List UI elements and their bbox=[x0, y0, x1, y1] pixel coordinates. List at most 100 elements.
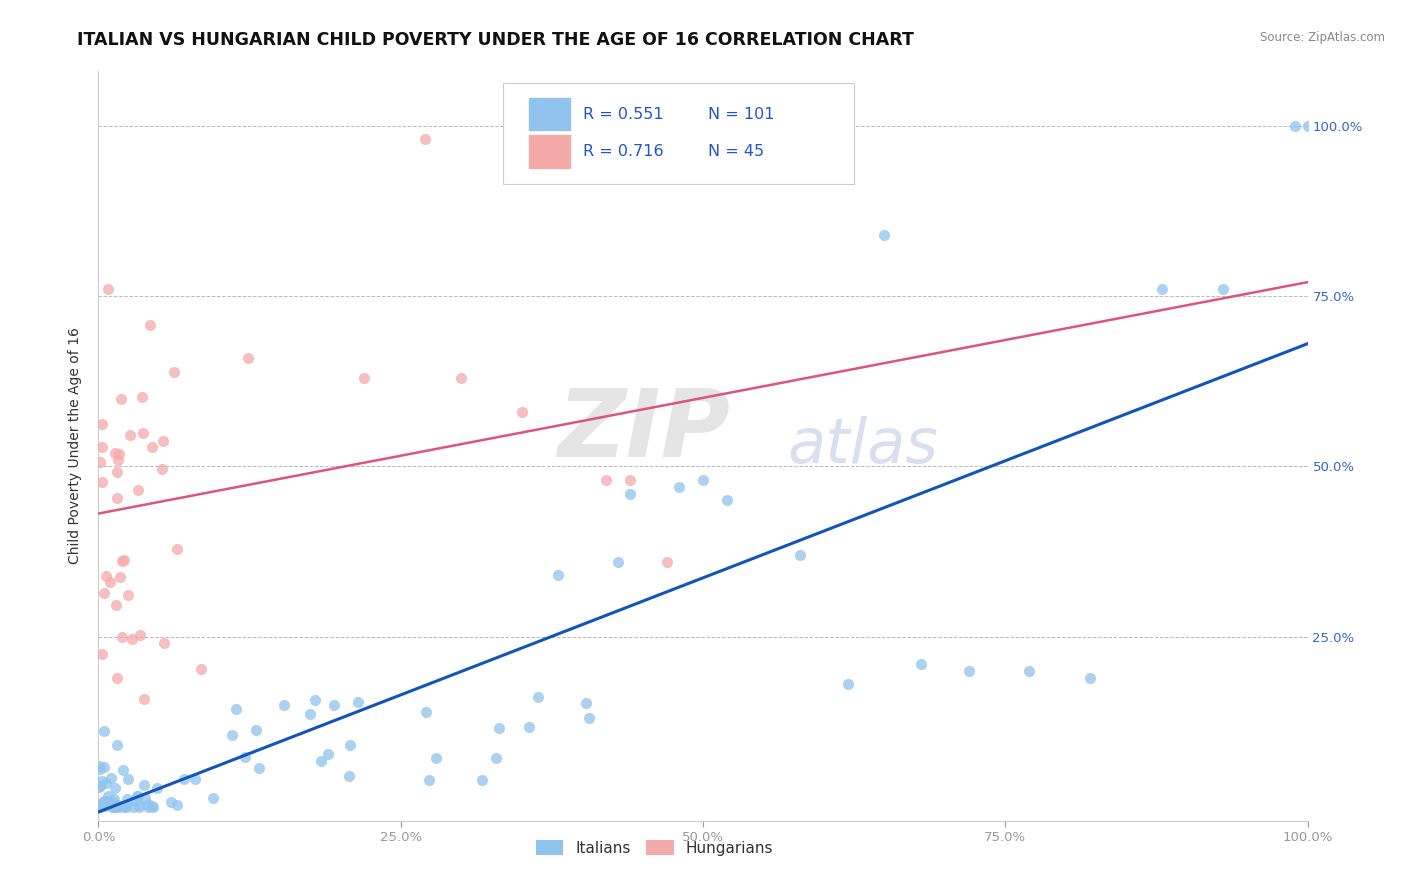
Point bbox=[233, 750, 256, 764]
Point bbox=[957, 664, 980, 678]
Point bbox=[91, 475, 114, 489]
Point bbox=[127, 483, 149, 497]
Point bbox=[304, 693, 326, 707]
FancyBboxPatch shape bbox=[527, 97, 571, 131]
Point bbox=[100, 800, 122, 814]
Point bbox=[90, 799, 112, 814]
Point bbox=[1078, 671, 1101, 685]
Point bbox=[98, 798, 121, 813]
Point bbox=[413, 132, 436, 146]
Point bbox=[347, 695, 370, 709]
Point bbox=[96, 794, 118, 808]
Point bbox=[225, 702, 247, 716]
Point bbox=[201, 790, 224, 805]
Point bbox=[89, 780, 111, 794]
Point bbox=[160, 796, 183, 810]
Point bbox=[425, 751, 447, 765]
Point bbox=[668, 480, 690, 494]
Point bbox=[316, 747, 339, 761]
Point bbox=[471, 772, 494, 787]
Point bbox=[103, 792, 125, 806]
Point bbox=[190, 662, 212, 676]
Point bbox=[91, 647, 114, 661]
Point bbox=[789, 548, 811, 562]
Point bbox=[273, 698, 295, 713]
Point bbox=[97, 282, 120, 296]
Point bbox=[93, 586, 115, 600]
Point bbox=[97, 798, 120, 813]
Point bbox=[110, 570, 132, 584]
Point bbox=[112, 553, 135, 567]
Point bbox=[105, 598, 128, 612]
FancyBboxPatch shape bbox=[527, 135, 571, 169]
Point bbox=[128, 800, 150, 814]
Point bbox=[309, 754, 332, 768]
Point bbox=[655, 555, 678, 569]
Point bbox=[578, 711, 600, 725]
Point bbox=[136, 800, 159, 814]
Point bbox=[221, 728, 243, 742]
Point bbox=[136, 797, 159, 811]
Point bbox=[122, 794, 145, 808]
Point bbox=[716, 493, 738, 508]
Point bbox=[93, 794, 115, 808]
Point bbox=[122, 799, 145, 814]
Point bbox=[111, 763, 134, 777]
Point bbox=[339, 738, 361, 752]
Point bbox=[1284, 119, 1306, 133]
Point bbox=[89, 800, 111, 814]
Point bbox=[87, 799, 110, 814]
Point bbox=[93, 723, 115, 738]
Point bbox=[101, 795, 124, 809]
Point bbox=[692, 473, 714, 487]
Point bbox=[142, 799, 165, 814]
Point bbox=[91, 796, 114, 810]
Point bbox=[114, 799, 136, 814]
Text: N = 101: N = 101 bbox=[707, 106, 775, 121]
Point bbox=[107, 797, 129, 812]
Point bbox=[108, 799, 131, 814]
Point bbox=[110, 392, 132, 407]
Point bbox=[837, 677, 859, 691]
Point bbox=[131, 391, 153, 405]
Point bbox=[141, 799, 163, 814]
Legend: Italians, Hungarians: Italians, Hungarians bbox=[530, 834, 779, 862]
Point bbox=[163, 364, 186, 378]
Text: Source: ZipAtlas.com: Source: ZipAtlas.com bbox=[1260, 31, 1385, 45]
Point bbox=[619, 486, 641, 500]
Text: ITALIAN VS HUNGARIAN CHILD POVERTY UNDER THE AGE OF 16 CORRELATION CHART: ITALIAN VS HUNGARIAN CHILD POVERTY UNDER… bbox=[77, 31, 914, 49]
Point bbox=[132, 425, 155, 440]
Y-axis label: Child Poverty Under the Age of 16: Child Poverty Under the Age of 16 bbox=[69, 327, 83, 565]
Point bbox=[89, 799, 111, 814]
Point bbox=[619, 473, 641, 487]
Point bbox=[89, 762, 111, 776]
Point bbox=[141, 440, 163, 454]
Point bbox=[105, 491, 128, 506]
Point bbox=[450, 371, 472, 385]
Point bbox=[322, 698, 344, 713]
Point bbox=[104, 799, 127, 814]
Text: R = 0.551: R = 0.551 bbox=[583, 106, 664, 121]
Point bbox=[510, 405, 533, 419]
Point bbox=[132, 691, 155, 706]
Point bbox=[910, 657, 932, 671]
Point bbox=[105, 465, 128, 479]
Point bbox=[104, 781, 127, 796]
Point bbox=[595, 473, 617, 487]
Point bbox=[87, 759, 110, 773]
Point bbox=[98, 797, 121, 811]
Text: atlas: atlas bbox=[787, 416, 939, 476]
Point bbox=[105, 672, 128, 686]
Point bbox=[98, 575, 121, 590]
Point bbox=[104, 446, 127, 460]
Point bbox=[337, 769, 360, 783]
Point bbox=[125, 789, 148, 803]
Point bbox=[108, 447, 131, 461]
Point bbox=[115, 799, 138, 814]
Point bbox=[114, 799, 136, 814]
Point bbox=[134, 791, 156, 805]
Point bbox=[526, 690, 548, 704]
Point bbox=[117, 588, 139, 602]
Point bbox=[173, 772, 195, 786]
Point bbox=[152, 434, 174, 448]
